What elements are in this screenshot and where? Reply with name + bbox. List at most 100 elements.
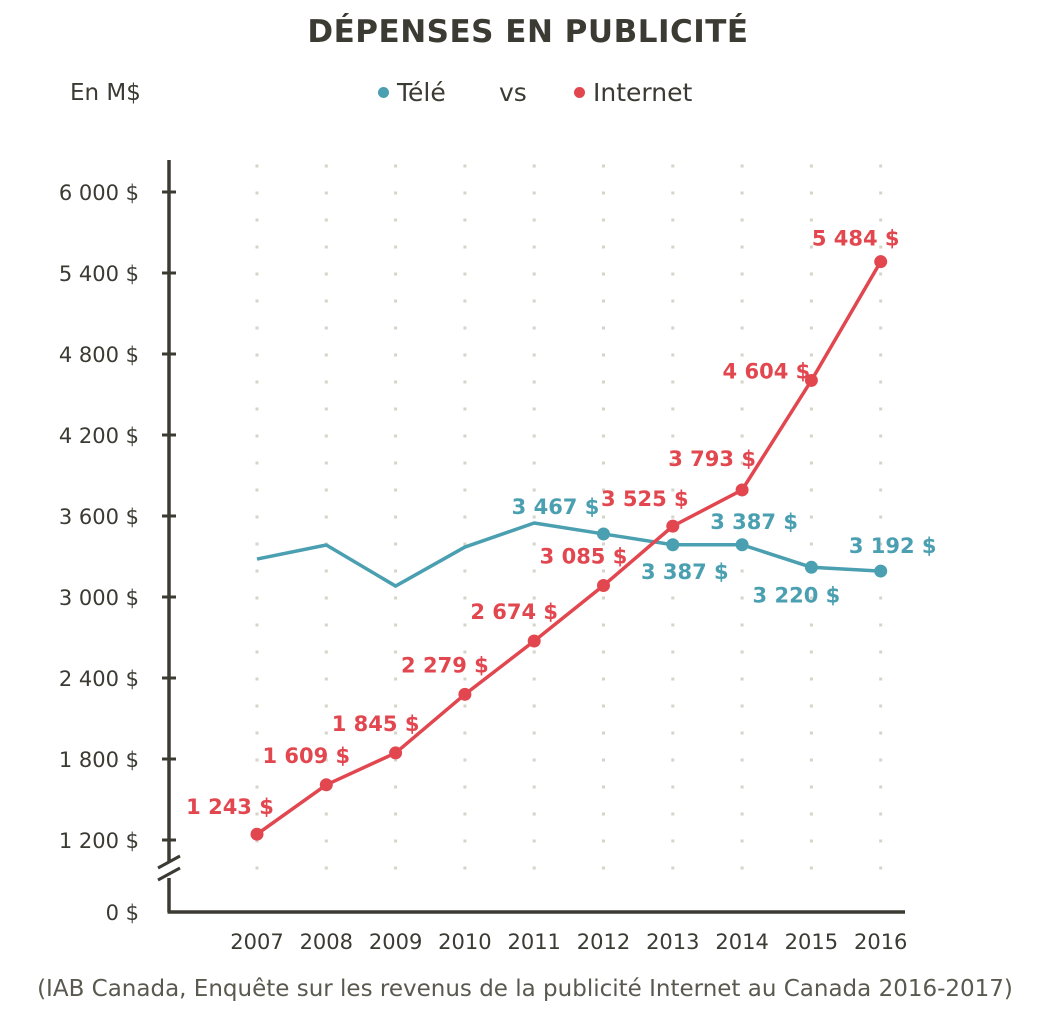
grid-dot <box>463 731 467 735</box>
grid-dot <box>740 812 744 816</box>
grid-dot <box>324 434 328 438</box>
grid-dot <box>532 731 536 735</box>
y-tick-label: 6 000 $ <box>59 181 139 205</box>
grid-dot <box>809 731 813 735</box>
y-tick-label: 3 000 $ <box>59 586 139 610</box>
chart-title: DÉPENSES EN PUBLICITÉ <box>307 14 749 50</box>
grid-dot <box>671 353 675 357</box>
y-tick-label: 5 400 $ <box>59 262 139 286</box>
grid-dot <box>532 758 536 762</box>
grid-dot <box>255 596 259 600</box>
axis-break-mark <box>157 854 181 870</box>
grid-dot <box>532 299 536 303</box>
grid-dot <box>463 191 467 195</box>
grid-dot <box>602 434 605 438</box>
grid-dot <box>324 191 328 195</box>
internet-data-label: 3 085 $ <box>540 545 628 569</box>
grid-dot <box>809 218 813 222</box>
grid-dot <box>602 596 605 600</box>
grid-dot <box>532 434 536 438</box>
grid-dot <box>809 434 813 438</box>
grid-dot <box>324 272 328 276</box>
internet-data-label: 1 243 $ <box>186 795 274 819</box>
grid-dot <box>324 596 328 600</box>
grid-dot <box>740 650 744 654</box>
grid-dot <box>463 164 467 168</box>
internet-data-label: 3 525 $ <box>601 487 689 511</box>
y-tick-label: 1 800 $ <box>59 748 139 772</box>
grid-dot <box>255 542 259 546</box>
grid-dot <box>324 650 328 654</box>
x-tick-label: 2011 <box>507 930 560 954</box>
grid-dot <box>879 299 883 303</box>
grid-dot <box>463 407 467 411</box>
grid-dot <box>809 488 813 492</box>
grid-dot <box>324 515 328 519</box>
grid-dot <box>463 623 467 627</box>
legend-label-tele: Télé <box>397 78 446 107</box>
grid-dot <box>532 164 536 168</box>
grid-dot <box>324 218 328 222</box>
internet-data-label: 5 484 $ <box>812 227 900 251</box>
grid-dot <box>394 758 398 762</box>
grid-dot <box>809 866 813 870</box>
grid-dot <box>671 515 675 519</box>
grid-dot <box>879 380 883 384</box>
internet-data-point <box>804 373 818 387</box>
grid-dot <box>394 461 398 465</box>
grid-dot <box>671 785 675 789</box>
grid-dot <box>394 731 398 735</box>
grid-dot <box>255 758 259 762</box>
tele-data-label: 3 467 $ <box>512 495 600 519</box>
x-tick-label: 2008 <box>300 930 353 954</box>
grid-dot <box>394 542 398 546</box>
grid-dot <box>324 839 328 843</box>
grid-dot <box>809 245 813 249</box>
grid-dot <box>671 758 675 762</box>
grid-dot <box>324 758 328 762</box>
grid-dot <box>602 380 605 384</box>
grid-dot <box>463 218 467 222</box>
grid-dot <box>740 839 744 843</box>
grid-dot <box>602 191 605 195</box>
grid-dot <box>879 407 883 411</box>
grid-dot <box>879 272 883 276</box>
grid-dot <box>324 866 328 870</box>
tele-data-label: 3 220 $ <box>753 583 841 607</box>
grid-dot <box>879 596 883 600</box>
grid-dot <box>255 191 259 195</box>
internet-data-point <box>874 255 888 269</box>
grid-dot <box>324 569 328 573</box>
grid-dot <box>394 245 398 249</box>
grid-dot <box>602 758 605 762</box>
grid-dot <box>255 407 259 411</box>
grid-dot <box>671 461 675 465</box>
grid-dot <box>394 812 398 816</box>
grid-dot <box>740 866 744 870</box>
grid-dot <box>532 542 536 546</box>
grid-dot <box>671 326 675 330</box>
grid-dot <box>671 245 675 249</box>
grid-dot <box>532 488 536 492</box>
internet-data-label: 1 609 $ <box>262 744 350 768</box>
grid-dot <box>602 650 605 654</box>
grid-dot <box>394 272 398 276</box>
grid-dot <box>255 650 259 654</box>
grid-dot <box>255 785 259 789</box>
grid-dot <box>809 650 813 654</box>
internet-data-label: 2 674 $ <box>470 600 558 624</box>
grid-dot <box>671 866 675 870</box>
grid-dot <box>255 569 259 573</box>
grid-dot <box>255 812 259 816</box>
grid-dot <box>532 650 536 654</box>
y-tick-label: 4 200 $ <box>59 424 139 448</box>
grid-dot <box>809 407 813 411</box>
grid-dot <box>255 272 259 276</box>
internet-legend-dot-icon <box>574 86 585 98</box>
grid-dot <box>255 623 259 627</box>
grid-dot <box>671 650 675 654</box>
grid-dot <box>255 866 259 870</box>
grid-dot <box>809 461 813 465</box>
grid-dot <box>532 353 536 357</box>
grid-dot <box>324 623 328 627</box>
